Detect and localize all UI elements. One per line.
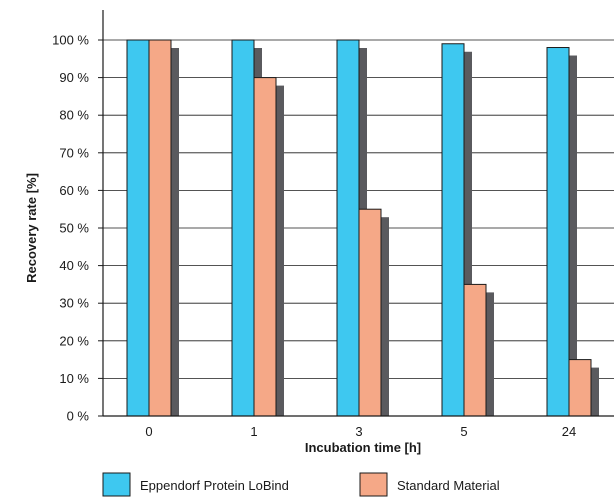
legend-item: Standard Material xyxy=(359,472,500,497)
legend-label: Standard Material xyxy=(397,478,500,493)
y-tick-label: 0 % xyxy=(67,409,90,424)
bars xyxy=(126,39,592,417)
bar-standard-1 xyxy=(253,77,277,417)
x-axis-ticks: 0 1 3 5 24 xyxy=(145,424,576,439)
y-tick-label: 10 % xyxy=(59,371,89,386)
legend: Eppendorf Protein LoBind Standard Materia… xyxy=(102,472,500,497)
x-tick-label: 3 xyxy=(355,424,362,439)
y-tick-label: 30 % xyxy=(59,296,89,311)
legend-item: Eppendorf Protein LoBind xyxy=(102,472,289,497)
y-tick-label: 100 % xyxy=(52,33,89,48)
x-tick-label: 0 xyxy=(145,424,152,439)
y-tick-label: 60 % xyxy=(59,183,89,198)
legend-label: Eppendorf Protein LoBind xyxy=(140,478,289,493)
y-axis-title: Recovery rate [%] xyxy=(24,173,39,283)
bar-lobind-0 xyxy=(126,39,150,417)
bar-lobind-3 xyxy=(336,39,360,417)
bar-lobind-5 xyxy=(441,43,465,417)
legend-swatch xyxy=(102,472,131,497)
x-tick-label: 24 xyxy=(562,424,576,439)
bar-standard-5 xyxy=(463,283,487,417)
y-tick-label: 50 % xyxy=(59,221,89,236)
y-tick-label: 70 % xyxy=(59,145,89,160)
bar-lobind-24 xyxy=(546,47,570,417)
bar-standard-0 xyxy=(148,39,172,417)
x-tick-label: 1 xyxy=(250,424,257,439)
y-tick-label: 20 % xyxy=(59,333,89,348)
legend-swatch xyxy=(359,472,388,497)
bar-standard-24 xyxy=(568,359,592,417)
y-tick-label: 90 % xyxy=(59,70,89,85)
x-tick-label: 5 xyxy=(460,424,467,439)
y-tick-label: 40 % xyxy=(59,258,89,273)
x-axis-title: Incubation time [h] xyxy=(305,440,421,455)
bar-standard-3 xyxy=(358,208,382,417)
y-tick-label: 80 % xyxy=(59,108,89,123)
y-axis-ticks: 0 % 10 % 20 % 30 % 40 % 50 % 60 % 70 % 80 % 90 % 1… xyxy=(52,33,103,424)
bar-lobind-1 xyxy=(231,39,255,417)
